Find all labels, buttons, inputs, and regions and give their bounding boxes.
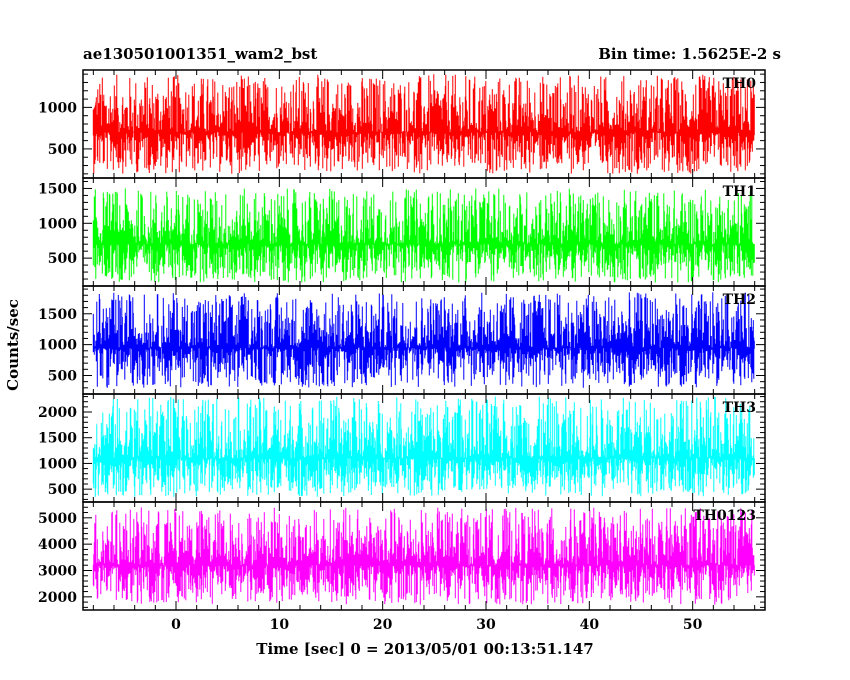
series-th0123 [92,507,755,605]
panel-label: TH0 [723,76,757,92]
series-th2 [92,292,755,388]
panel-th0123: 2000 3000 4000 5000 TH0123 [38,501,766,611]
x-tick-label: 10 [270,617,290,633]
panel-th3: 500 1000 1500 2000 TH3 [38,393,766,503]
chart-title-right: Bin time: 1.5625E-2 s [598,45,781,63]
y-tick-label: 3000 [38,563,77,579]
y-tick-label: 1000 [38,100,77,116]
y-tick-label: 1500 [38,431,77,447]
y-tick-label: 500 [48,142,77,158]
series-th0 [92,74,755,174]
y-tick-label: 1500 [38,307,77,323]
x-tick-label: 50 [683,617,703,633]
y-tick-label: 500 [48,482,77,498]
y-tick-label: 2000 [38,405,77,421]
y-axis-label: Counts/sec [4,299,22,391]
y-tick-label: 500 [48,251,77,267]
y-tick-label: 2000 [38,590,77,606]
x-axis-label: Time [sec] 0 = 2013/05/01 00:13:51.147 [256,640,593,658]
x-tick-label: 30 [476,617,496,633]
x-tick-label: 40 [580,617,600,633]
panel-th2: 500 1000 1500 TH2 [38,285,766,395]
chart-title-left: ae130501001351_wam2_bst [83,45,317,63]
y-tick-label: 1000 [38,456,77,472]
panel-th1: 500 1000 1500 TH1 [38,177,766,287]
series-th1 [92,188,755,283]
y-tick-label: 1000 [38,338,77,354]
panel-th0: 500 1000 TH0 [38,69,766,179]
x-tick-label: 20 [373,617,393,633]
y-tick-label: 4000 [38,537,77,553]
panel-label: TH1 [723,184,756,200]
y-tick-label: 500 [48,368,77,384]
series-th3 [92,396,755,497]
y-tick-label: 5000 [38,511,77,527]
panel-label: TH3 [723,400,756,416]
y-tick-label: 1000 [38,216,77,232]
x-tick-labels: 0 10 20 30 40 50 [171,617,703,633]
panel-label: TH2 [723,292,756,308]
x-tick-label: 0 [171,617,181,633]
y-tick-label: 1500 [38,181,77,197]
panel-label: TH0123 [693,508,756,524]
